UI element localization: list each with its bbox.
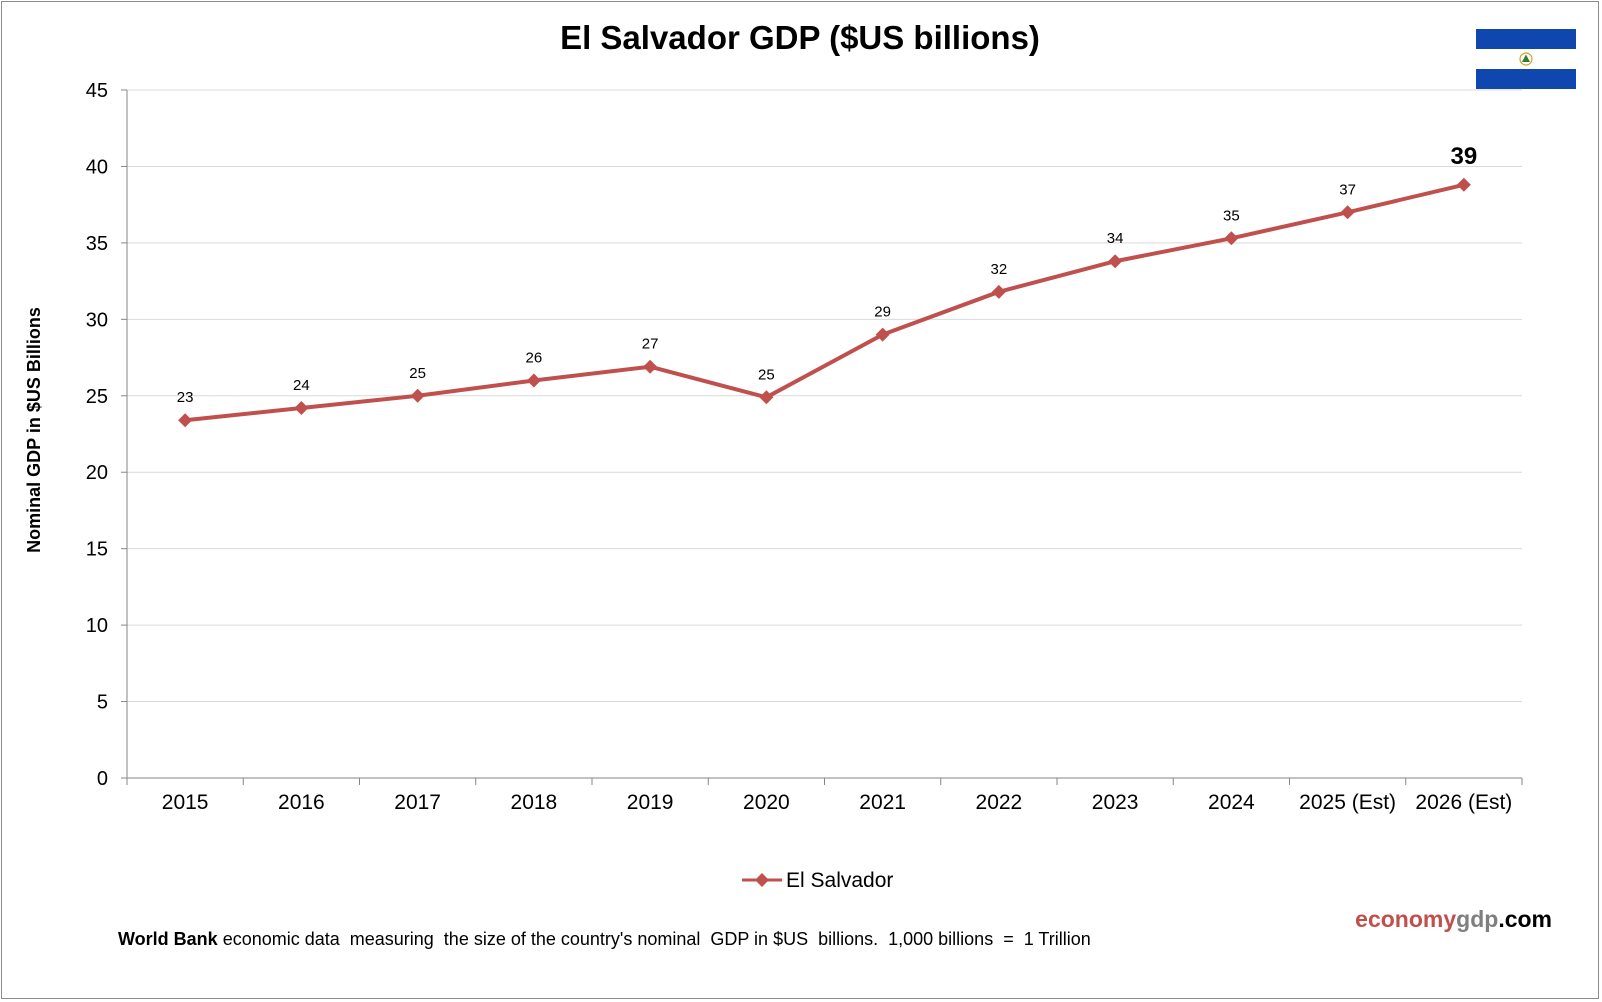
y-tick-label: 0 <box>97 768 108 790</box>
x-tick-label: 2021 <box>859 791 906 814</box>
data-point <box>1108 254 1123 269</box>
footer-text: economic data measuring the size of the … <box>217 929 1091 949</box>
footer-source: World Bank <box>118 929 218 949</box>
axes <box>126 90 1522 779</box>
x-tick-label: 2019 <box>627 791 674 814</box>
x-tick-label: 2024 <box>1208 791 1255 814</box>
y-axis-ticks: 0 5 10 15 20 25 30 35 40 45 <box>86 80 127 790</box>
data-point <box>1456 177 1471 192</box>
chart-title: El Salvador GDP ($US billions) <box>560 19 1040 56</box>
x-tick-label: 2026 (Est) <box>1415 791 1512 814</box>
data-point <box>643 359 658 374</box>
data-label: 29 <box>874 304 891 321</box>
brand-part-1: economy <box>1355 906 1457 932</box>
data-label: 27 <box>642 336 659 353</box>
data-label: 37 <box>1339 181 1356 198</box>
x-tick-label: 2022 <box>976 791 1023 814</box>
y-tick-label: 40 <box>86 156 108 178</box>
data-label: 26 <box>526 349 543 366</box>
flag-top-stripe <box>1476 29 1576 49</box>
data-point <box>526 373 541 388</box>
el-salvador-flag-icon <box>1476 29 1576 89</box>
data-point <box>759 390 774 405</box>
data-point <box>875 327 890 342</box>
data-point <box>1224 231 1239 246</box>
x-tick-label: 2018 <box>511 791 558 814</box>
gridlines <box>127 89 1522 703</box>
data-point <box>294 401 309 416</box>
y-tick-label: 35 <box>86 233 108 255</box>
legend-label: El Salvador <box>786 869 893 892</box>
series-el-salvador <box>178 177 1471 428</box>
flag-bottom-stripe <box>1476 69 1576 89</box>
x-tick-label: 2023 <box>1092 791 1139 814</box>
footer-note: World Bank economic data measuring the s… <box>118 929 1091 950</box>
brand-part-3: .com <box>1498 906 1552 932</box>
data-label: 23 <box>177 389 194 406</box>
y-tick-label: 45 <box>86 80 108 102</box>
data-point <box>1340 205 1355 220</box>
y-tick-label: 5 <box>97 692 108 714</box>
legend: El Salvador <box>742 869 893 892</box>
x-tick-label: 2015 <box>162 791 209 814</box>
x-tick-label: 2025 (Est) <box>1299 791 1396 814</box>
data-point <box>410 388 425 403</box>
x-tick-label: 2016 <box>278 791 325 814</box>
data-label: 39 <box>1451 143 1478 170</box>
x-tick-label: 2020 <box>743 791 790 814</box>
x-axis-ticks: 2015 2016 2017 2018 2019 2020 2021 2022 2023 2024… <box>126 778 1523 814</box>
y-tick-label: 30 <box>86 309 108 331</box>
data-label: 24 <box>293 377 310 394</box>
y-tick-label: 25 <box>86 386 108 408</box>
y-axis-label: Nominal GDP in $US Billions <box>24 307 44 553</box>
x-tick-label: 2017 <box>394 791 441 814</box>
data-label: 25 <box>758 366 775 383</box>
y-tick-label: 20 <box>86 462 108 484</box>
data-point <box>991 284 1006 299</box>
data-labels: 23 24 25 26 27 25 29 32 34 35 37 39 <box>177 143 1477 406</box>
data-label: 34 <box>1107 230 1124 247</box>
data-label: 35 <box>1223 207 1240 224</box>
data-label: 25 <box>409 365 426 382</box>
y-tick-label: 10 <box>86 615 108 637</box>
data-point <box>178 413 193 428</box>
legend-marker <box>755 873 769 887</box>
series-line <box>184 182 1465 423</box>
y-tick-label: 15 <box>86 539 108 561</box>
brand-logo[interactable]: economygdp.com <box>1355 906 1552 933</box>
brand-part-2: gdp <box>1456 906 1499 932</box>
coat-of-arms-triangle <box>1522 54 1530 62</box>
data-label: 32 <box>991 261 1008 278</box>
